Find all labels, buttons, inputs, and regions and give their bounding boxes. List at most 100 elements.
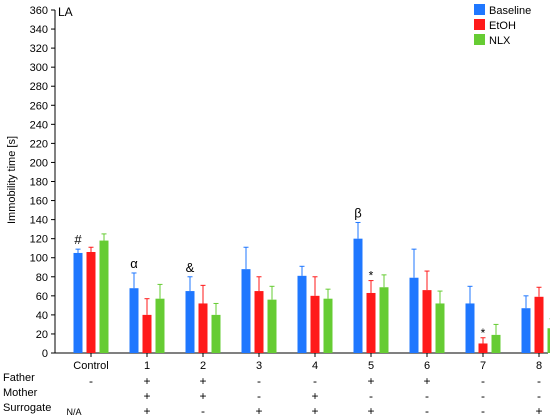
bar xyxy=(478,343,488,353)
x-tick-label: Control xyxy=(73,360,108,372)
y-tick-label: 20 xyxy=(36,329,48,341)
significance-annotation: β xyxy=(354,205,361,220)
condition-mark: + xyxy=(367,374,374,388)
bar xyxy=(435,303,445,353)
y-tick-label: 300 xyxy=(30,62,48,74)
condition-mark: + xyxy=(143,374,150,388)
x-tick-label: 6 xyxy=(424,360,430,372)
significance-annotation: # xyxy=(74,232,82,247)
condition-mark: - xyxy=(89,374,93,388)
condition-mark: - xyxy=(369,389,373,403)
bar xyxy=(86,252,96,353)
condition-mark: + xyxy=(199,374,206,388)
bar xyxy=(99,240,109,353)
bar xyxy=(185,291,195,353)
condition-mark: + xyxy=(143,404,150,418)
condition-row-label: Father xyxy=(3,372,35,384)
legend-swatch xyxy=(474,4,485,15)
y-tick-label: 320 xyxy=(30,43,48,55)
bar xyxy=(409,277,419,353)
bar xyxy=(323,298,333,353)
condition-mark: + xyxy=(367,404,374,418)
legend: Baseline EtOH NLX xyxy=(474,4,531,47)
x-tick-label: 2 xyxy=(200,360,206,372)
bar xyxy=(491,334,501,353)
y-tick-label: 220 xyxy=(30,138,48,150)
legend-label: EtOH xyxy=(489,20,516,32)
condition-mark: - xyxy=(481,374,485,388)
condition-row-label: Surrogate xyxy=(3,402,51,414)
bar xyxy=(547,328,550,353)
significance-annotation: α xyxy=(130,256,138,271)
significance-annotation: * xyxy=(369,269,374,283)
x-tick-label: 8 xyxy=(536,360,542,372)
condition-mark: + xyxy=(311,404,318,418)
y-tick-label: 160 xyxy=(30,196,48,208)
y-tick-label: 100 xyxy=(30,253,48,265)
panel-label: LA xyxy=(58,5,73,19)
condition-mark: - xyxy=(425,404,429,418)
y-tick-label: 260 xyxy=(30,100,48,112)
bar xyxy=(465,303,475,353)
condition-mark: + xyxy=(311,389,318,403)
condition-mark: + xyxy=(255,404,262,418)
y-tick-label: 180 xyxy=(30,177,48,189)
bar xyxy=(142,314,152,353)
condition-mark: - xyxy=(481,389,485,403)
y-axis-title: Immobility time [s] xyxy=(6,136,18,224)
condition-mark: - xyxy=(257,389,261,403)
y-tick-label: 360 xyxy=(30,5,48,17)
legend-label: NLX xyxy=(489,35,511,47)
x-tick-label: 1 xyxy=(144,360,150,372)
condition-table: Father - + + - - + + - -Mother + + - + - - - -Surrogate N/… xyxy=(3,372,543,418)
x-tick-label: 7 xyxy=(480,360,486,372)
y-tick-label: 80 xyxy=(36,272,48,284)
x-tick-label: 5 xyxy=(368,360,374,372)
y-tick-label: 0 xyxy=(42,348,48,360)
condition-mark: - xyxy=(537,374,541,388)
bar xyxy=(521,308,531,353)
bar xyxy=(534,296,544,353)
bar xyxy=(73,252,83,353)
bar xyxy=(422,290,432,353)
bar xyxy=(254,291,264,353)
significance-annotation: * xyxy=(481,326,486,340)
y-tick-label: 140 xyxy=(30,215,48,227)
bar xyxy=(211,314,221,353)
condition-mark: + xyxy=(423,374,430,388)
plot-area: 0 20 40 60 80 100 120 140 160 180 200 220 240 260 280 3… xyxy=(30,5,550,372)
bar xyxy=(241,269,251,353)
y-tick-label: 200 xyxy=(30,157,48,169)
y-tick-label: 340 xyxy=(30,24,48,36)
bar xyxy=(155,298,165,353)
y-tick-label: 280 xyxy=(30,81,48,93)
bar xyxy=(267,299,277,353)
bar xyxy=(353,238,363,353)
legend-label: Baseline xyxy=(489,5,531,17)
x-tick-label: 4 xyxy=(312,360,318,372)
condition-mark: N/A xyxy=(66,407,81,417)
condition-row-label: Mother xyxy=(3,387,38,399)
x-tick-label: 3 xyxy=(256,360,262,372)
condition-mark: - xyxy=(201,404,205,418)
condition-mark: - xyxy=(537,389,541,403)
condition-mark: + xyxy=(535,404,542,418)
legend-swatch xyxy=(474,34,485,45)
condition-mark: - xyxy=(257,374,261,388)
condition-mark: - xyxy=(481,404,485,418)
bar xyxy=(297,275,307,353)
bar xyxy=(310,295,320,353)
condition-mark: + xyxy=(143,389,150,403)
condition-mark: - xyxy=(313,374,317,388)
y-tick-label: 60 xyxy=(36,291,48,303)
condition-mark: + xyxy=(199,389,206,403)
bar xyxy=(366,292,376,353)
significance-annotation: & xyxy=(186,260,195,275)
condition-mark: - xyxy=(425,389,429,403)
bar xyxy=(198,303,208,353)
y-tick-label: 120 xyxy=(30,234,48,246)
bar xyxy=(379,287,389,353)
legend-swatch xyxy=(474,19,485,30)
y-tick-label: 40 xyxy=(36,310,48,322)
